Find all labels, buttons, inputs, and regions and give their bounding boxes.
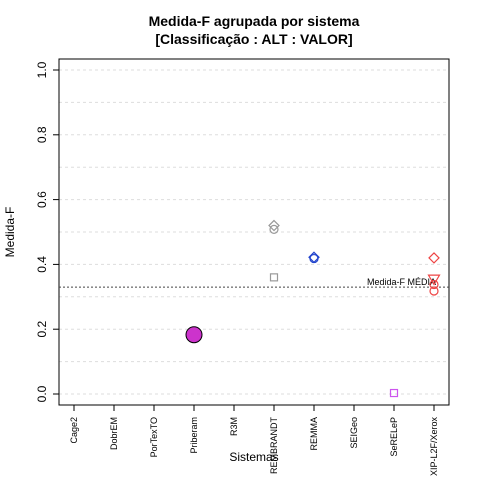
data-point <box>309 253 319 264</box>
x-tick-label: DobrEM <box>109 417 119 450</box>
x-tick-label: Priberam <box>189 417 199 454</box>
y-tick-label: 0.6 <box>35 191 49 208</box>
data-point <box>185 326 203 344</box>
plot-frame <box>58 58 450 406</box>
x-tick-label: XIP-L2F/Xerox <box>429 417 439 477</box>
y-axis-label: Medida-F <box>3 207 17 258</box>
y-tick-label: 0.8 <box>35 126 49 143</box>
data-point <box>389 388 399 398</box>
data-point <box>429 279 439 290</box>
x-tick-label: REMMA <box>309 417 319 451</box>
y-tick-label: 0.2 <box>35 321 49 338</box>
data-point <box>427 274 441 286</box>
x-tick-label: SEIGeo <box>349 417 359 449</box>
y-tick-label: 1.0 <box>35 61 49 78</box>
chart-title-line1: Medida-F agrupada por sistema <box>149 13 360 29</box>
x-tick-label: R3M <box>229 417 239 436</box>
x-tick-label: PorTexTO <box>149 417 159 457</box>
data-point <box>268 219 280 232</box>
data-point <box>428 252 440 264</box>
mean-reference-label: Medida-F MÉDIA <box>367 277 436 287</box>
x-tick-label: Cage2 <box>69 417 79 444</box>
data-point <box>269 224 279 235</box>
data-point <box>269 273 279 282</box>
x-axis-label: Sistemas <box>229 450 278 464</box>
chart-title-line2: [Classificação : ALT : VALOR] <box>155 31 352 47</box>
data-point <box>429 286 439 296</box>
y-tick-label: 0.0 <box>35 385 49 402</box>
x-tick-label: SeRELeP <box>389 417 399 457</box>
y-tick-label: 0.4 <box>35 256 49 273</box>
x-tick-label: REMBRANDT <box>269 417 279 475</box>
